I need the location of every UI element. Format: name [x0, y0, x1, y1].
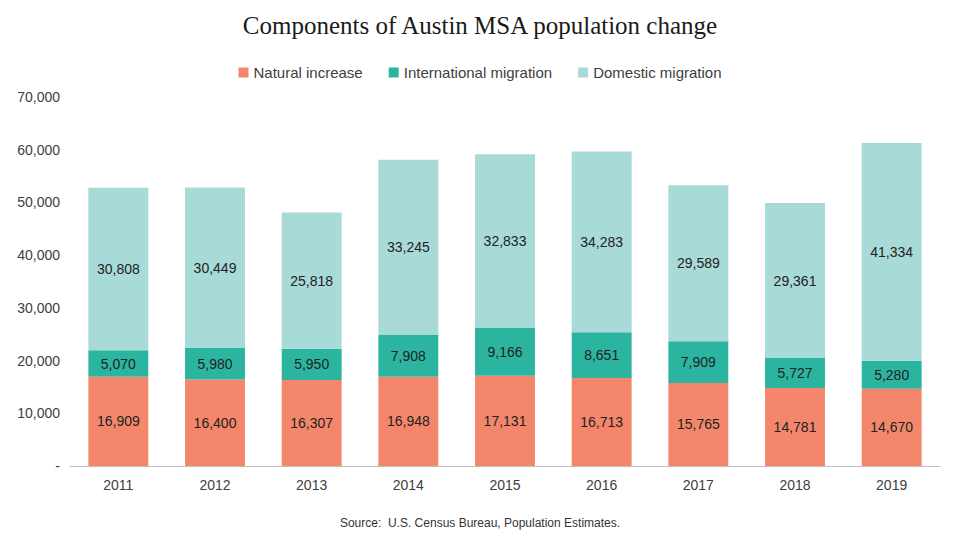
svg-text:2017: 2017 — [683, 477, 714, 493]
svg-text:Components of Austin MSA popul: Components of Austin MSA population chan… — [243, 12, 717, 39]
svg-text:70,000: 70,000 — [17, 89, 60, 105]
svg-text:5,980: 5,980 — [197, 356, 232, 372]
svg-text:30,808: 30,808 — [97, 261, 140, 277]
svg-text:16,948: 16,948 — [387, 413, 430, 429]
svg-text:Domestic migration: Domestic migration — [593, 64, 721, 81]
svg-text:29,361: 29,361 — [774, 273, 817, 289]
svg-text:60,000: 60,000 — [17, 142, 60, 158]
svg-text:7,909: 7,909 — [681, 354, 716, 370]
svg-text:International migration: International migration — [404, 64, 552, 81]
svg-text:2012: 2012 — [199, 477, 230, 493]
svg-text:Natural increase: Natural increase — [253, 64, 362, 81]
svg-text:2013: 2013 — [296, 477, 327, 493]
svg-text:16,400: 16,400 — [194, 415, 237, 431]
svg-text:2015: 2015 — [489, 477, 520, 493]
svg-text:25,818: 25,818 — [290, 273, 333, 289]
svg-text:5,070: 5,070 — [101, 356, 136, 372]
svg-text:14,670: 14,670 — [870, 419, 913, 435]
svg-text:2018: 2018 — [779, 477, 810, 493]
svg-text:16,909: 16,909 — [97, 413, 140, 429]
svg-text:16,307: 16,307 — [290, 415, 333, 431]
svg-text:10,000: 10,000 — [17, 405, 60, 421]
svg-text:41,334: 41,334 — [870, 244, 913, 260]
svg-text:29,589: 29,589 — [677, 255, 720, 271]
svg-text:-: - — [55, 458, 60, 474]
svg-text:17,131: 17,131 — [484, 413, 527, 429]
svg-text:7,908: 7,908 — [391, 348, 426, 364]
svg-text:5,727: 5,727 — [777, 365, 812, 381]
svg-text:20,000: 20,000 — [17, 353, 60, 369]
svg-text:40,000: 40,000 — [17, 247, 60, 263]
svg-text:33,245: 33,245 — [387, 239, 430, 255]
svg-text:15,765: 15,765 — [677, 416, 720, 432]
svg-text:30,449: 30,449 — [194, 260, 237, 276]
svg-text:34,283: 34,283 — [580, 234, 623, 250]
svg-text:2019: 2019 — [876, 477, 907, 493]
svg-text:2014: 2014 — [393, 477, 424, 493]
svg-text:16,713: 16,713 — [580, 414, 623, 430]
svg-text:32,833: 32,833 — [484, 233, 527, 249]
svg-text:5,280: 5,280 — [874, 367, 909, 383]
svg-text:2016: 2016 — [586, 477, 617, 493]
svg-text:30,000: 30,000 — [17, 300, 60, 316]
svg-text:9,166: 9,166 — [487, 344, 522, 360]
svg-text:2011: 2011 — [103, 477, 133, 493]
svg-text:8,651: 8,651 — [584, 347, 619, 363]
svg-text:14,781: 14,781 — [774, 419, 817, 435]
svg-text:50,000: 50,000 — [17, 194, 60, 210]
svg-text:5,950: 5,950 — [294, 356, 329, 372]
svg-text:Source: U.S. Census Bureau, P: Source: U.S. Census Bureau, Population E… — [340, 516, 620, 530]
